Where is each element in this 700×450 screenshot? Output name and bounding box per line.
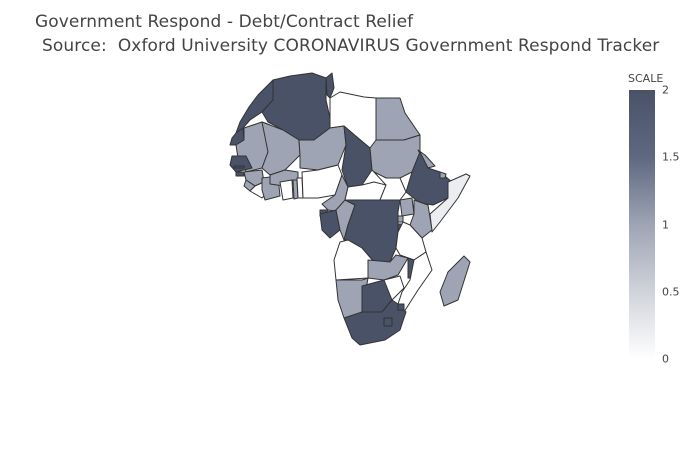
- country-rwanda[interactable]: [397, 215, 404, 223]
- colorbar-tick-0-5: 0.5: [662, 285, 680, 299]
- country-madagascar[interactable]: [439, 255, 471, 307]
- country-ghana[interactable]: [279, 179, 294, 201]
- country-gambia[interactable]: [233, 165, 245, 169]
- country-guinea-bissau[interactable]: [235, 171, 245, 177]
- colorbar-tick-1: 1: [662, 218, 669, 232]
- country-uganda[interactable]: [399, 197, 415, 217]
- country-egypt[interactable]: [375, 97, 421, 141]
- country-niger[interactable]: [298, 125, 347, 171]
- colorbar-tick-1-5: 1.5: [662, 150, 680, 164]
- colorbar-tick-0: 0: [662, 352, 669, 366]
- country-zambia[interactable]: [367, 254, 409, 281]
- chart-title-line-2: Source: Oxford University CORONAVIRUS Go…: [42, 36, 660, 56]
- colorbar-tick-2: 2: [662, 83, 669, 97]
- country-somalia[interactable]: [429, 173, 471, 233]
- country-djibouti[interactable]: [439, 171, 447, 179]
- colorbar-gradient: [629, 90, 655, 359]
- country-eswatini[interactable]: [397, 303, 405, 311]
- country-gabon[interactable]: [319, 209, 341, 239]
- country-south-africa[interactable]: [343, 299, 407, 346]
- country-south-sudan[interactable]: [373, 171, 407, 201]
- chart-title-line-1: Government Respond - Debt/Contract Relie…: [35, 12, 414, 32]
- country-lesotho[interactable]: [383, 317, 393, 327]
- map-regions[interactable]: [229, 72, 471, 346]
- colorbar-title: SCALE: [628, 72, 664, 85]
- country-tunisia[interactable]: [325, 72, 335, 99]
